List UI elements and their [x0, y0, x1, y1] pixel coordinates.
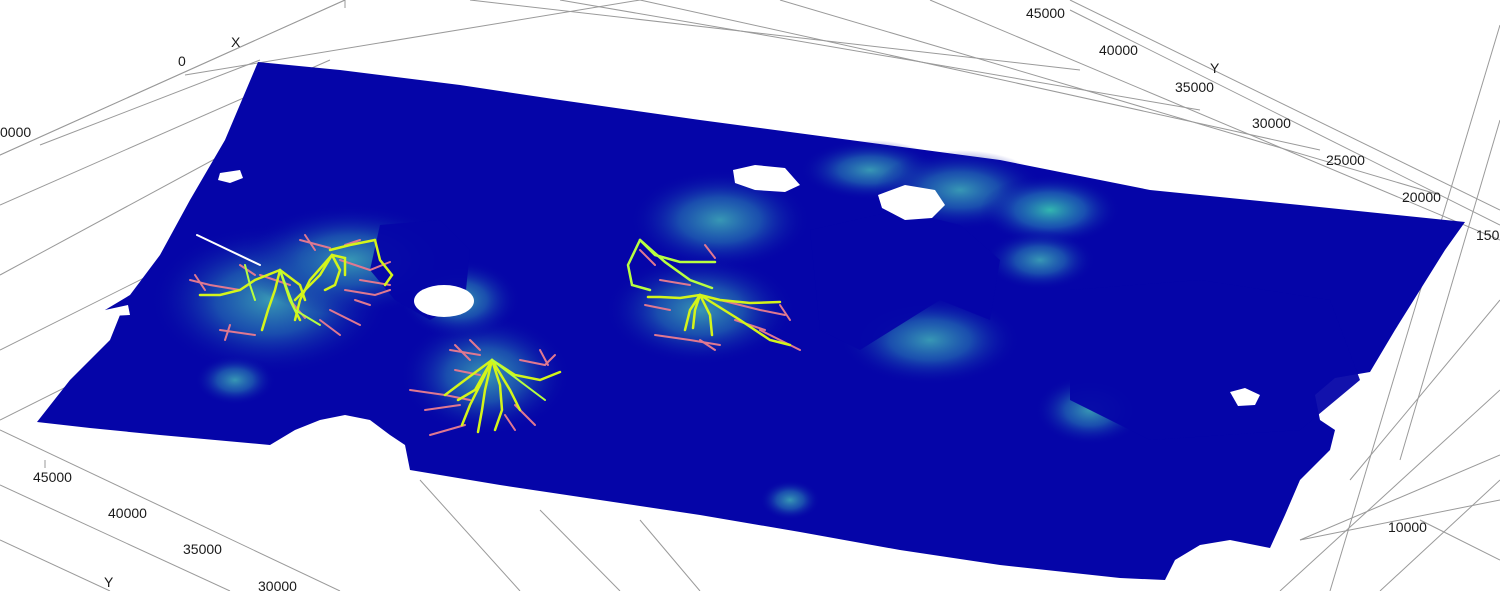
y-tick-right-5: 20000: [1402, 189, 1441, 205]
well-group-left[interactable]: [189, 234, 394, 341]
y-axis-name-left: Y: [104, 574, 114, 590]
y-tick-left-1: 40000: [108, 505, 147, 521]
well-group-center[interactable]: [409, 339, 562, 436]
y-tick-right-0: 45000: [1026, 5, 1065, 21]
x-tick-0: 0: [178, 53, 186, 69]
x-axis-name: X: [231, 34, 241, 50]
x-tick-1: 0000: [0, 124, 31, 140]
well-group-right[interactable]: [626, 238, 801, 351]
y-tick-right-6: 150: [1476, 227, 1500, 243]
y-tick-right-1: 40000: [1099, 42, 1138, 58]
y-tick-right-2: 35000: [1175, 79, 1214, 95]
dark-regions: [370, 210, 1360, 440]
bottom-tick: 10000: [1388, 519, 1427, 535]
y-tick-right-4: 25000: [1326, 152, 1365, 168]
y-tick-left-2: 35000: [183, 541, 222, 557]
y-axis-name-top: Y: [1210, 60, 1220, 76]
y-tick-right-3: 30000: [1252, 115, 1291, 131]
surface-holes: [105, 165, 1260, 406]
axis-labels: X 0 0000 Y 45000 40000 35000 30000 25000…: [0, 5, 1500, 591]
y-tick-left-3: 30000: [258, 578, 297, 591]
y-tick-left-0: 45000: [33, 469, 72, 485]
